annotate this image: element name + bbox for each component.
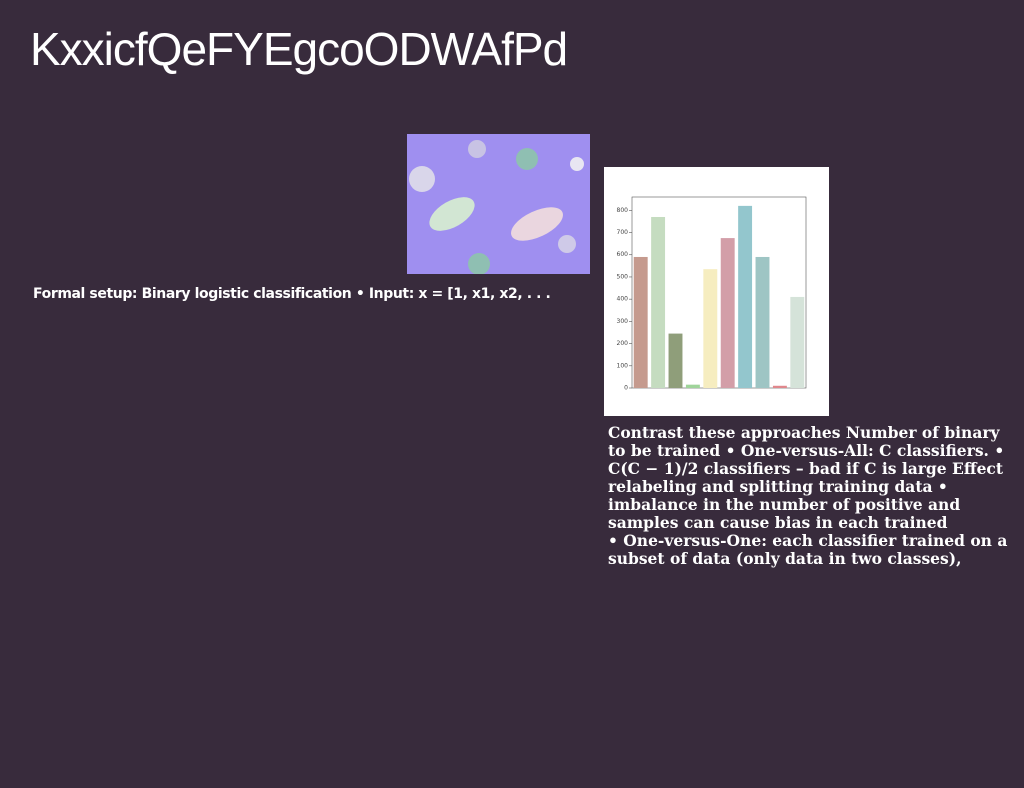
y-tick-label: 600 xyxy=(617,251,629,258)
bar xyxy=(651,216,666,388)
body-line: imbalance in the number of positive and xyxy=(608,495,961,514)
y-tick-label: 700 xyxy=(617,229,629,236)
bar xyxy=(772,385,787,388)
bar xyxy=(633,256,648,388)
caption: Formal setup: Binary logistic classifica… xyxy=(33,286,551,302)
body-text: Contrast these approaches Number of bina… xyxy=(608,424,1007,568)
y-tick-label: 200 xyxy=(617,340,629,347)
body-line: Contrast these approaches Number of bina… xyxy=(608,423,1000,442)
body-line: • One-versus-One: each classifier traine… xyxy=(608,531,1008,550)
bar xyxy=(720,238,735,388)
body-line: samples can cause bias in each trained xyxy=(608,513,948,532)
bar xyxy=(755,256,770,388)
chart-image: 0 100 200 300 400 500 600 700 800 xyxy=(604,167,829,416)
photo xyxy=(407,134,590,274)
bar xyxy=(685,384,700,388)
body-line: relabeling and splitting training data • xyxy=(608,477,948,496)
bar xyxy=(668,333,683,388)
bar xyxy=(790,296,805,388)
y-tick-label: 400 xyxy=(617,296,629,303)
slide-title: KxxicfQeFYEgcoODWAfPd xyxy=(30,23,568,75)
y-tick-label: 100 xyxy=(617,362,629,369)
y-tick-label: 500 xyxy=(617,273,629,280)
y-tick-label: 0 xyxy=(624,385,628,392)
bar xyxy=(738,205,753,388)
y-tick-label: 300 xyxy=(617,318,629,325)
body-line: subset of data (only data in two classes… xyxy=(608,549,962,568)
body-line: C(C − 1)/2 classifiers – bad if C is lar… xyxy=(608,459,1004,478)
y-tick-label: 800 xyxy=(617,207,629,214)
bar xyxy=(703,269,718,388)
body-line: to be trained • One-versus-All: C classi… xyxy=(608,441,1005,460)
